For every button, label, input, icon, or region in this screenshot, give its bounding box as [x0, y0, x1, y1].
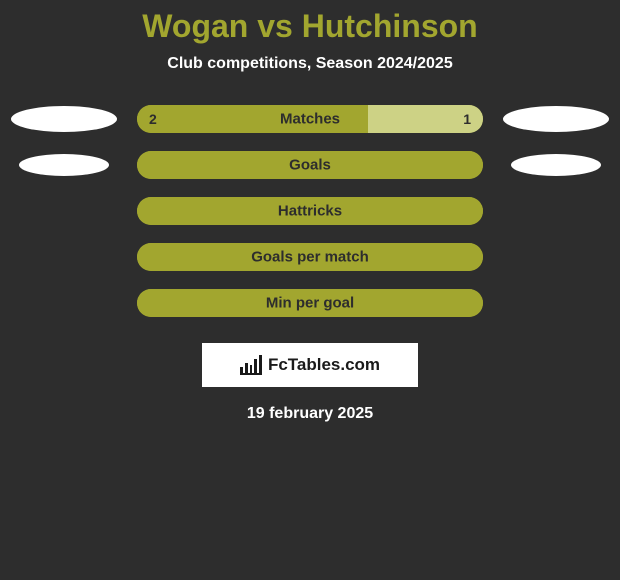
bar-label: Goals — [289, 157, 331, 174]
stat-bar: Hattricks — [137, 197, 483, 225]
stat-row-goals: Goals — [0, 151, 620, 179]
right-marker — [503, 290, 609, 316]
stat-row-min-per-goal: Min per goal — [0, 289, 620, 317]
date-text: 19 february 2025 — [0, 405, 620, 423]
stat-row-goals-per-match: Goals per match — [0, 243, 620, 271]
right-marker — [503, 244, 609, 270]
stat-bar: Goals per match — [137, 243, 483, 271]
comparison-card: Wogan vs Hutchinson Club competitions, S… — [0, 0, 620, 423]
right-marker — [503, 198, 609, 224]
right-marker — [503, 152, 609, 178]
left-marker — [11, 290, 117, 316]
stat-row-matches: Matches 2 1 — [0, 105, 620, 133]
bar-value-right: 1 — [463, 111, 471, 127]
stat-row-hattricks: Hattricks — [0, 197, 620, 225]
bar-label: Goals per match — [251, 249, 369, 266]
title: Wogan vs Hutchinson — [0, 8, 620, 45]
right-marker — [503, 106, 609, 132]
stat-bar: Min per goal — [137, 289, 483, 317]
bar-chart-icon — [240, 355, 262, 375]
logo-text: FcTables.com — [268, 355, 380, 375]
left-marker — [11, 198, 117, 224]
stat-bar: Matches 2 1 — [137, 105, 483, 133]
stat-bar: Goals — [137, 151, 483, 179]
bar-value-left: 2 — [149, 111, 157, 127]
subtitle: Club competitions, Season 2024/2025 — [0, 55, 620, 73]
left-marker — [11, 152, 117, 178]
bar-label: Hattricks — [278, 203, 342, 220]
logo-badge: FcTables.com — [202, 343, 418, 387]
bar-label: Matches — [280, 111, 340, 128]
left-marker — [11, 244, 117, 270]
bar-label: Min per goal — [266, 295, 354, 312]
stat-rows: Matches 2 1 Goals Hattricks Goals per match Mi… — [0, 105, 620, 317]
left-marker — [11, 106, 117, 132]
